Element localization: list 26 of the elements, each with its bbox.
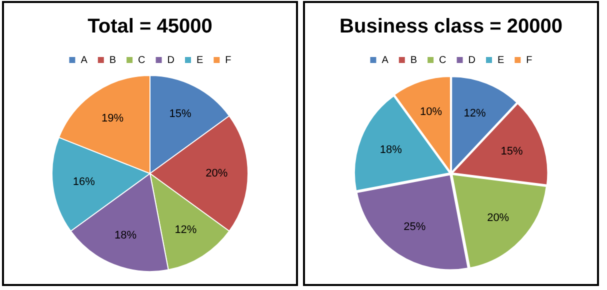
legend-label: B: [109, 54, 116, 66]
data-label: 12%: [174, 224, 197, 236]
legend-label: B: [410, 54, 418, 66]
legend-label: A: [382, 54, 389, 66]
data-label: 16%: [72, 176, 96, 188]
data-label: 18%: [380, 144, 402, 156]
legend-label: C: [439, 54, 446, 66]
data-label: 20%: [487, 212, 510, 224]
legend-label: A: [80, 54, 88, 66]
chart-title: Total = 45000: [88, 16, 212, 38]
legend-label: F: [225, 54, 232, 66]
data-label: 19%: [102, 112, 124, 124]
legend-label: F: [526, 54, 532, 66]
data-label: 18%: [114, 229, 137, 242]
chart-title: Business class = 20000: [340, 16, 562, 38]
legend-label: E: [196, 54, 204, 66]
legend-label: E: [498, 54, 504, 66]
data-label: 20%: [206, 168, 228, 180]
data-label: 12%: [464, 107, 486, 120]
legend-label: D: [167, 54, 175, 66]
legend-label: D: [468, 54, 476, 66]
data-label: 15%: [169, 108, 192, 120]
data-label: 10%: [420, 106, 442, 118]
data-label: 25%: [404, 220, 426, 233]
legend-label: C: [138, 54, 146, 66]
data-label: 15%: [500, 146, 523, 158]
